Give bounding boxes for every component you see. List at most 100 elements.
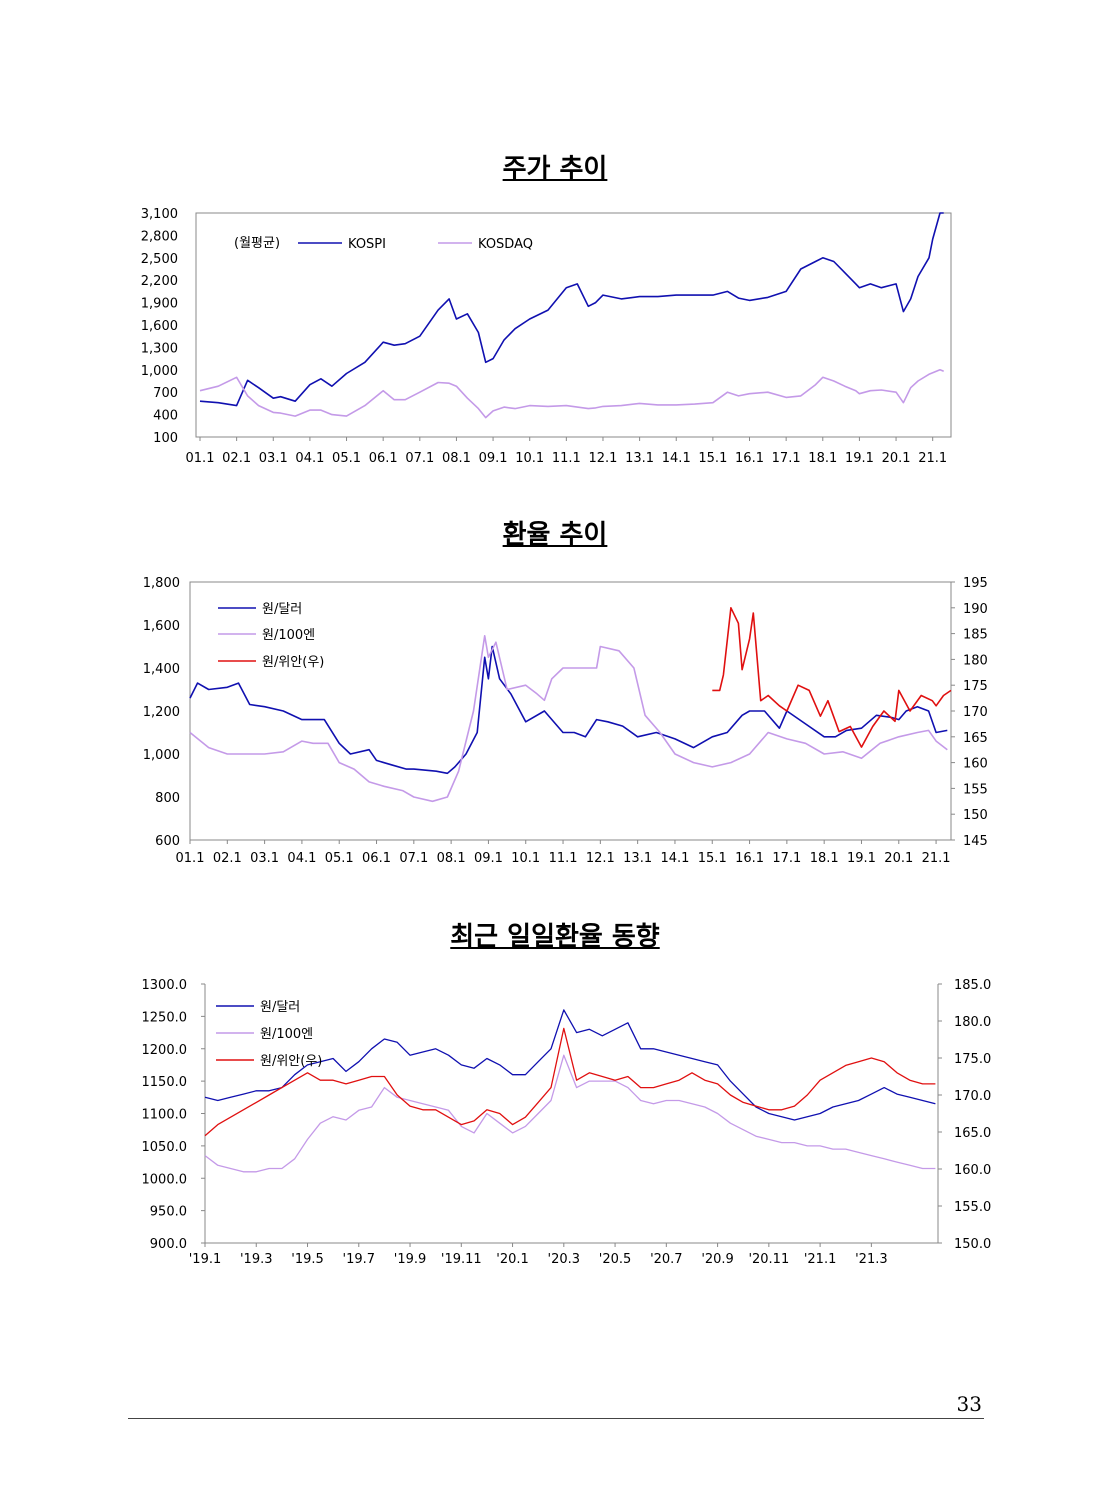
left-y-tick-label: 1050.0 — [142, 1140, 188, 1155]
right-y-tick-label: 165.0 — [954, 1126, 991, 1141]
x-tick-label: 15.1 — [698, 451, 727, 466]
x-tick-label: '20.9 — [701, 1252, 734, 1267]
x-tick-label: 03.1 — [259, 451, 288, 466]
left-y-tick-label: 1,200 — [143, 705, 180, 720]
y-tick-label: 1,000 — [141, 364, 178, 379]
x-tick-label: 15.1 — [698, 851, 727, 866]
x-tick-label: 10.1 — [515, 451, 544, 466]
y-tick-label: 1,300 — [141, 341, 178, 356]
chart-note: (월평균) — [234, 236, 280, 251]
x-tick-label: 07.1 — [405, 451, 434, 466]
x-tick-label: 17.1 — [772, 851, 801, 866]
left-y-tick-label: 1,800 — [143, 576, 180, 591]
x-tick-label: 21.1 — [922, 851, 951, 866]
series-line-3 — [204, 1027, 936, 1137]
x-tick-label: 02.1 — [222, 451, 251, 466]
x-tick-label: 19.1 — [845, 451, 874, 466]
x-tick-label: 11.1 — [552, 451, 581, 466]
x-tick-label: 10.1 — [511, 851, 540, 866]
series-line-3 — [712, 606, 952, 748]
x-tick-label: 06.1 — [362, 851, 391, 866]
right-y-tick-label: 180.0 — [954, 1015, 991, 1030]
legend-kospi-label: KOSPI — [348, 237, 386, 252]
x-tick-label: 04.1 — [295, 451, 324, 466]
x-tick-label: 03.1 — [250, 851, 279, 866]
y-tick-label: 700 — [153, 386, 178, 401]
x-tick-label: 12.1 — [586, 851, 615, 866]
legend-krw-usd-label: 원/달러 — [262, 602, 302, 617]
legend-kosdaq-label: KOSDAQ — [478, 237, 533, 252]
x-tick-label: 20.1 — [882, 451, 911, 466]
left-y-tick-label: 900.0 — [150, 1237, 187, 1252]
y-tick-label: 2,500 — [141, 252, 178, 267]
x-tick-label: '19.11 — [441, 1252, 482, 1267]
y-tick-label: 100 — [153, 431, 178, 446]
right-y-tick-label: 185.0 — [954, 978, 991, 993]
right-y-tick-label: 195 — [963, 576, 988, 591]
right-y-tick-label: 160 — [963, 757, 988, 772]
left-y-tick-label: 800 — [155, 791, 180, 806]
x-tick-label: 05.1 — [332, 451, 361, 466]
page-footer-rule — [128, 1418, 984, 1419]
right-y-tick-label: 145 — [963, 834, 988, 849]
left-y-tick-label: 600 — [155, 834, 180, 849]
x-tick-label: 16.1 — [735, 851, 764, 866]
x-tick-label: 21.1 — [918, 451, 947, 466]
y-tick-label: 2,800 — [141, 229, 178, 244]
daily-fx-chart-title: 최근 일일환율 동향 — [450, 922, 660, 952]
x-tick-label: 08.1 — [437, 851, 466, 866]
left-y-tick-label: 1250.0 — [142, 1010, 188, 1025]
x-tick-label: 17.1 — [772, 451, 801, 466]
x-tick-label: 18.1 — [810, 851, 839, 866]
left-y-tick-label: 1100.0 — [142, 1108, 188, 1123]
x-tick-label: 19.1 — [847, 851, 876, 866]
right-y-tick-label: 160.0 — [954, 1163, 991, 1178]
series-line-1 — [199, 212, 944, 407]
x-tick-label: 08.1 — [442, 451, 471, 466]
right-y-tick-label: 150.0 — [954, 1237, 991, 1252]
series-line-2 — [204, 1054, 936, 1173]
exchange-rate-chart: 1,800 1,600 1,400 1,200 1,000 800 600 195 190 185… — [143, 576, 988, 866]
series-line-1 — [204, 1009, 936, 1121]
legend-krw-usd-label: 원/달러 — [260, 1000, 300, 1015]
right-y-tick-label: 165 — [963, 731, 988, 746]
right-y-tick-label: 155 — [963, 782, 988, 797]
y-tick-label: 2,200 — [141, 274, 178, 289]
x-tick-label: '20.7 — [650, 1252, 683, 1267]
x-tick-label: 04.1 — [287, 851, 316, 866]
x-tick-label: 02.1 — [213, 851, 242, 866]
legend-krw-jpy-label: 원/100엔 — [262, 628, 315, 643]
series-line-1 — [189, 645, 948, 775]
x-tick-label: 09.1 — [479, 451, 508, 466]
plot-frame — [189, 581, 952, 841]
x-tick-label: 11.1 — [549, 851, 578, 866]
x-tick-label: 12.1 — [589, 451, 618, 466]
y-tick-label: 400 — [153, 409, 178, 424]
left-y-tick-label: 1200.0 — [142, 1043, 188, 1058]
x-tick-label: 18.1 — [808, 451, 837, 466]
y-tick-label: 1,600 — [141, 319, 178, 334]
x-tick-label: 01.1 — [176, 851, 205, 866]
left-y-tick-label: 1,000 — [143, 748, 180, 763]
x-tick-label: 05.1 — [325, 851, 354, 866]
legend-krw-cny-label: 원/위안(우) — [260, 1054, 322, 1069]
x-tick-label: '19.7 — [343, 1252, 376, 1267]
plot-frame — [195, 212, 952, 438]
x-tick-label: 16.1 — [735, 451, 764, 466]
x-tick-label: '19.5 — [291, 1252, 324, 1267]
right-y-tick-label: 185 — [963, 628, 988, 643]
x-tick-label: '19.9 — [394, 1252, 427, 1267]
right-y-tick-label: 175 — [963, 679, 988, 694]
x-tick-label: 06.1 — [369, 451, 398, 466]
left-y-tick-label: 1300.0 — [142, 978, 188, 993]
stock-chart-title: 주가 추이 — [502, 154, 608, 184]
series-line-2 — [199, 369, 945, 419]
left-y-tick-label: 1,600 — [143, 619, 180, 634]
y-tick-label: 1,900 — [141, 297, 178, 312]
x-tick-label: '19.3 — [240, 1252, 273, 1267]
legend-krw-jpy-label: 원/100엔 — [260, 1027, 313, 1042]
x-tick-label: '21.3 — [855, 1252, 888, 1267]
right-y-tick-label: 150 — [963, 808, 988, 823]
right-y-tick-label: 175.0 — [954, 1052, 991, 1067]
x-tick-label: 13.1 — [625, 451, 654, 466]
